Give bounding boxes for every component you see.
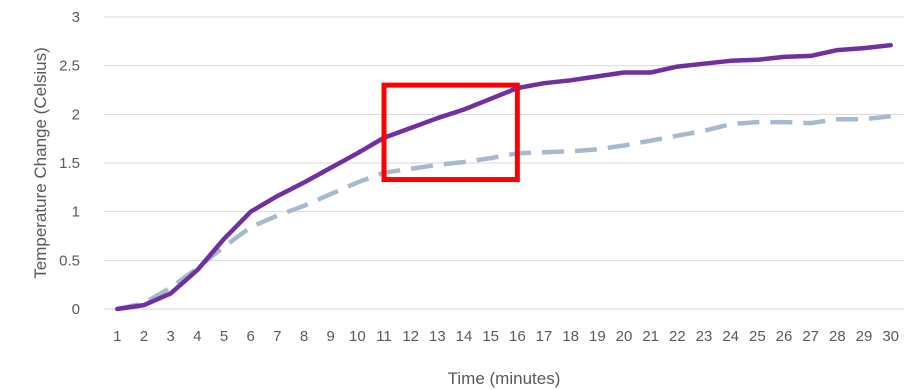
x-tick-label: 25 (749, 328, 766, 345)
x-tick-label: 18 (562, 328, 579, 345)
x-tick-label: 9 (326, 328, 334, 345)
y-tick-label: 2 (72, 106, 80, 123)
x-tick-label: 4 (193, 328, 201, 345)
series-line-dashed (116, 114, 891, 312)
x-tick-label: 21 (642, 328, 659, 345)
x-tick-label: 6 (246, 328, 254, 345)
y-tick-label: 1 (72, 204, 80, 221)
x-tick-label: 12 (402, 328, 419, 345)
x-tick-label: 27 (802, 328, 819, 345)
x-tick-label: 30 (882, 328, 899, 345)
y-axis-ticks: 0 0.5 1 1.5 2 2.5 3 (59, 9, 80, 318)
x-tick-label: 20 (616, 328, 633, 345)
x-tick-label: 15 (482, 328, 499, 345)
x-tick-label: 28 (829, 328, 846, 345)
x-tick-label: 29 (856, 328, 873, 345)
x-axis-title: Time (minutes) (448, 369, 561, 388)
x-axis-ticks: 1 2 3 4 5 6 7 8 9 10 11 12 13 14 15 16 17 18 19 20 21 22 23 24 2… (113, 328, 899, 345)
x-tick-label: 3 (166, 328, 174, 345)
x-tick-label: 17 (536, 328, 553, 345)
y-tick-label: 1.5 (59, 155, 80, 172)
x-tick-label: 5 (220, 328, 228, 345)
y-axis-title: Temperature Change (Celsius) (31, 47, 50, 279)
y-tick-label: 0 (72, 301, 80, 318)
x-tick-label: 16 (509, 328, 526, 345)
x-tick-label: 10 (349, 328, 366, 345)
x-tick-label: 14 (456, 328, 473, 345)
annotations (381, 82, 520, 183)
series-line-solid (115, 42, 893, 312)
x-tick-label: 19 (589, 328, 606, 345)
y-tick-label: 2.5 (59, 58, 80, 75)
x-tick-label: 8 (300, 328, 308, 345)
highlight-rectangle (381, 82, 520, 183)
series-lines (115, 42, 893, 312)
y-tick-label: 3 (72, 9, 80, 26)
x-tick-label: 24 (722, 328, 739, 345)
x-tick-label: 11 (376, 328, 392, 345)
x-tick-label: 1 (113, 328, 121, 345)
x-tick-label: 23 (696, 328, 713, 345)
x-tick-label: 26 (776, 328, 793, 345)
x-tick-label: 2 (140, 328, 148, 345)
x-tick-label: 22 (669, 328, 686, 345)
gridlines (104, 16, 904, 310)
x-tick-label: 13 (429, 328, 446, 345)
x-tick-label: 7 (273, 328, 281, 345)
y-tick-label: 0.5 (59, 252, 80, 269)
